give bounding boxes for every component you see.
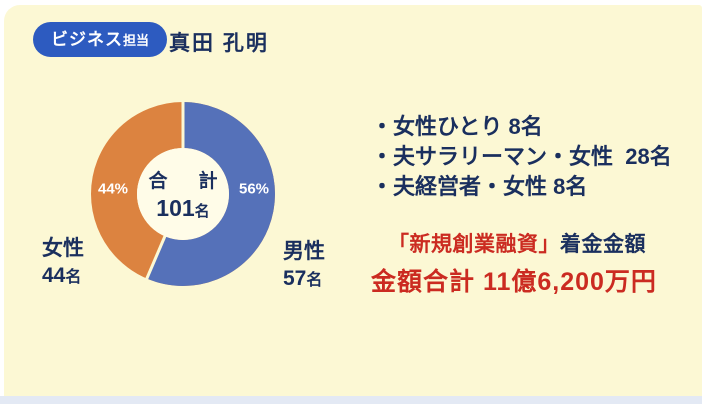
role-badge-sublabel: 担当 <box>123 33 150 48</box>
male-legend-label: 男性 <box>283 240 325 263</box>
male-legend-count: 57 <box>283 266 307 290</box>
female-legend-unit: 名 <box>65 268 82 286</box>
total-label: 合 計 <box>148 171 224 192</box>
role-badge: ビジネス 担当 <box>33 22 168 57</box>
breakdown-item: ・女性ひとり 8名 <box>371 114 543 139</box>
total-value: 101名 <box>156 195 210 221</box>
male-legend: 男性 57名 <box>283 239 325 293</box>
donut-chart: 合 計 101名 56% 44% <box>88 99 278 289</box>
donut-center-label: 合 計 101名 <box>88 99 278 289</box>
female-legend-label: 女性 <box>42 237 84 260</box>
breakdown-list: ・女性ひとり 8名 ・夫サラリーマン・女性 28名 ・夫経営者・女性 8名 <box>371 112 672 202</box>
bottom-accent-bar <box>0 396 702 404</box>
funding-amount: 金額合計 11億6,200万円 <box>371 268 657 296</box>
donut-chart-svg <box>91 101 275 286</box>
male-percent-label: 56% <box>238 180 270 198</box>
person-name: 真田 孔明 <box>169 32 269 55</box>
total-unit: 名 <box>194 203 210 220</box>
male-legend-unit: 名 <box>306 271 323 289</box>
female-percent-label: 44% <box>97 180 129 198</box>
funding-summary: 「新規創業融資」着金金額 金額合計 11億6,200万円 <box>371 228 657 298</box>
funding-title: 「新規創業融資」着金金額 <box>371 228 657 258</box>
funding-title-quoted: 「新規創業融資」 <box>388 233 560 256</box>
donut-hole <box>137 148 229 240</box>
female-legend: 女性 44名 <box>42 236 84 290</box>
female-legend-count: 44 <box>42 263 66 287</box>
funding-title-suffix: 着金金額 <box>560 233 646 256</box>
breakdown-item: ・夫サラリーマン・女性 28名 <box>371 144 672 169</box>
role-badge-label: ビジネス <box>51 30 123 49</box>
donut-gap-end <box>145 234 167 281</box>
breakdown-item: ・夫経営者・女性 8名 <box>371 174 588 199</box>
